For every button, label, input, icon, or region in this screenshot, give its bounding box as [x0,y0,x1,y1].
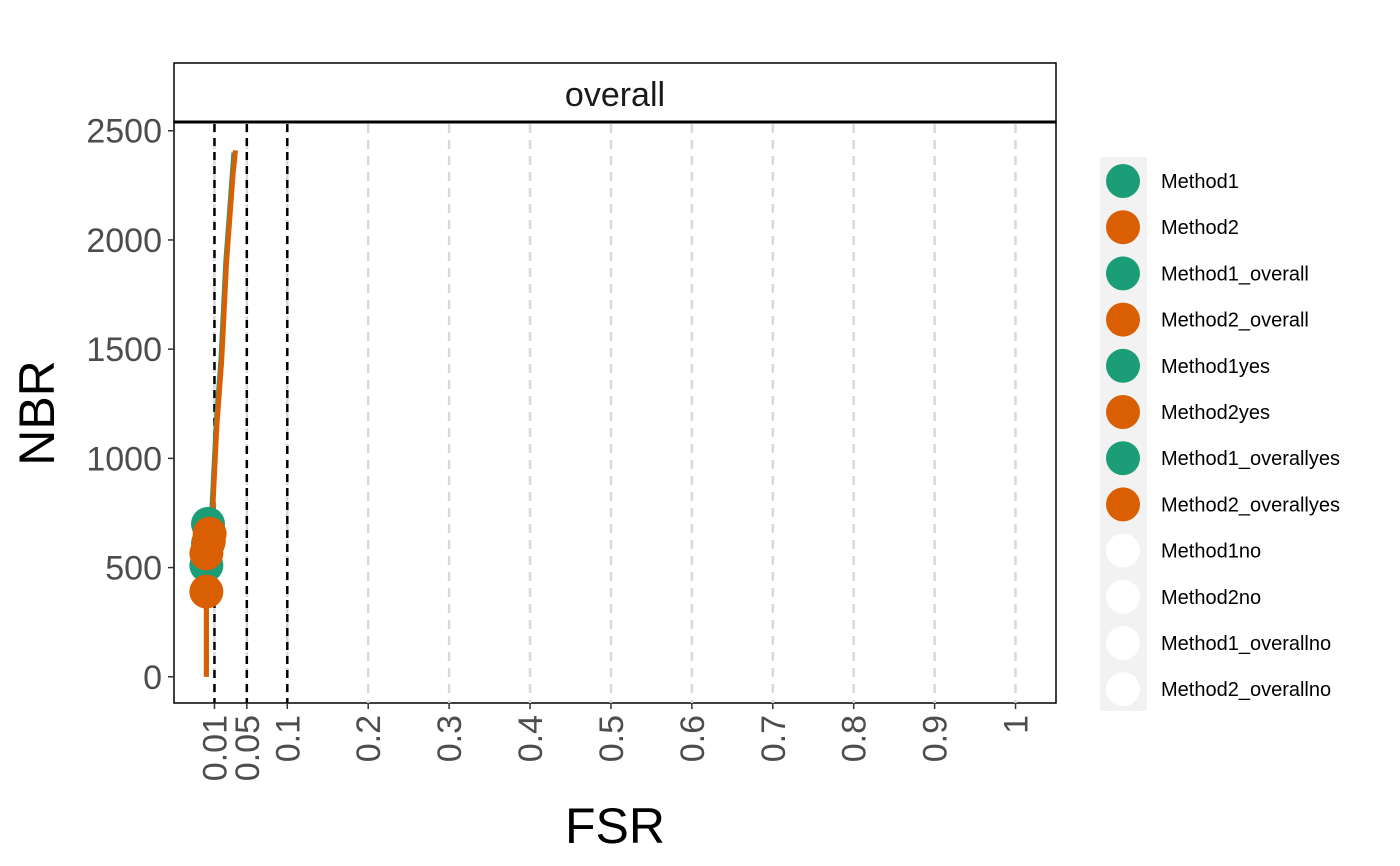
legend-key [1106,672,1140,707]
x-axis: 0.010.05 0.1 0.2 0.3 0.4 0.5 0.6 0.7 0.8 0.9 1 [196,703,1036,781]
legend: Method1 Method2 Method1_overall Method2_ove… [1100,157,1340,711]
grid-lines [213,124,1017,703]
x-tick-label: 0.5 [593,715,631,762]
facet-strip: overall [173,62,1057,123]
plot-panel-border [173,121,1057,704]
legend-label: Method1 [1161,171,1239,193]
y-tick-label: 0 [143,659,162,697]
data-point-method2 [189,574,224,609]
x-tick-label: 0.1 [269,715,307,762]
x-tick-label: 0.01 [196,715,234,781]
legend-key [1106,256,1140,291]
legend-key [1106,164,1140,198]
data-point-method2 [192,516,227,551]
legend-label: Method2_overall [1161,310,1309,332]
plot-panel [173,120,1057,704]
x-tick-label: 0.4 [512,715,550,762]
x-tick-label: 0.8 [836,715,874,762]
legend-key [1106,348,1140,383]
x-tick-label: 0.9 [917,715,955,762]
x-tick-label: 1 [998,715,1036,734]
y-tick-label: 2000 [86,222,162,260]
legend-label: Method1no [1161,541,1261,563]
legend-key-background [1100,157,1147,711]
legend-label: Method2_overallno [1161,679,1331,701]
legend-label: Method1_overallno [1161,633,1331,655]
legend-key [1106,626,1140,660]
legend-key [1106,487,1140,522]
y-tick-label: 500 [105,550,162,588]
legend-label: Method2yes [1161,402,1270,424]
legend-key [1106,302,1140,337]
legend-label: Method1yes [1161,356,1270,378]
x-tick-label: 0.05 [229,715,267,781]
legend-label: Method2_overallyes [1161,494,1340,516]
legend-key [1106,441,1140,476]
y-axis-title: NBR [9,360,65,466]
x-tick-label: 0.6 [674,715,712,762]
legend-label: Method2 [1161,217,1239,239]
x-axis-title: FSR [565,798,665,854]
y-tick-label: 1500 [86,331,162,369]
legend-label: Method1_overall [1161,263,1309,285]
facet-strip-box [173,62,1057,123]
legend-label: Method2no [1161,587,1261,609]
facet-strip-label: overall [565,76,665,114]
x-tick-label: 0.3 [431,715,469,762]
y-tick-label: 2500 [86,113,162,151]
legend-entries: Method1 Method2 Method1_overall Method2_ove… [1106,164,1340,707]
y-tick-label: 1000 [86,440,162,478]
x-tick-label: 0.7 [755,715,793,762]
legend-key [1106,210,1140,245]
legend-key [1106,579,1140,614]
legend-key [1106,533,1140,568]
y-axis: 0 500 1000 1500 2000 2500 [86,113,174,697]
legend-label: Method1_overallyes [1161,448,1340,470]
x-tick-label: 0.2 [350,715,388,762]
series-points [189,506,227,609]
legend-key [1106,395,1140,429]
